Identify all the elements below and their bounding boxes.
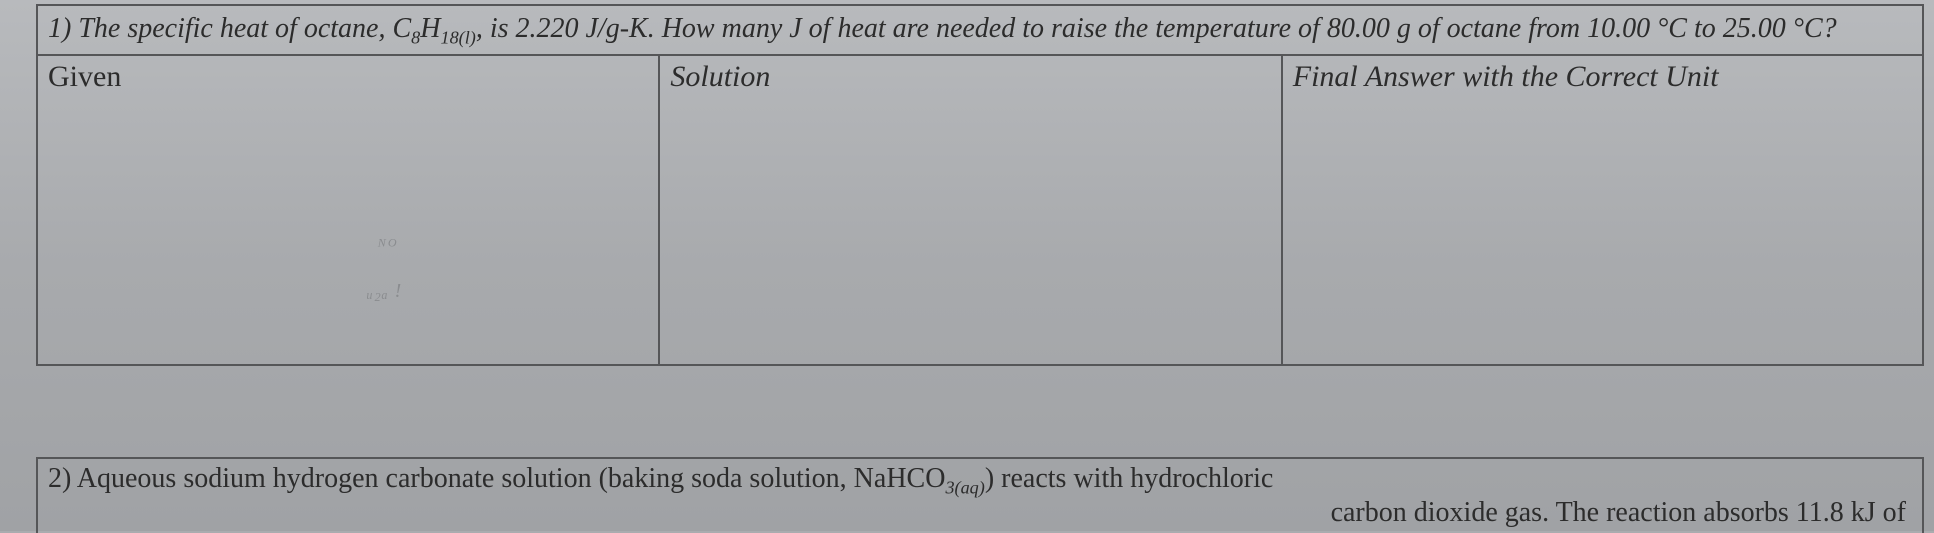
q1-text-part1: 1) The specific heat of octane, C — [48, 13, 411, 44]
q2-text-part1: 2) Aqueous sodium hydrogen carbonate sol… — [48, 463, 945, 494]
given-label: Given — [48, 60, 121, 93]
q1-sub-8: 8 — [411, 28, 420, 48]
question-1-table: 1) The specific heat of octane, C8H18(l)… — [36, 4, 1924, 366]
q1-sub-18l: 18(l) — [440, 28, 475, 48]
question-1-prompt-row: 1) The specific heat of octane, C8H18(l)… — [37, 5, 1923, 55]
final-answer-label: Final Answer with the Correct Unit — [1293, 60, 1719, 93]
q2-text-part2: ) reacts with hydrochloric — [985, 463, 1273, 494]
scan-noise: ᴺᴼ — [377, 235, 398, 258]
scanned-page: 1) The specific heat of octane, C8H18(l)… — [0, 0, 1934, 531]
question-2-prompt: 2) Aqueous sodium hydrogen carbonate sol… — [37, 458, 1923, 533]
given-cell: Given ᴺᴼ ᵤ₂ₐ ! — [37, 55, 659, 365]
q2-line2-fragment: carbon dioxide gas. The reaction absorbs… — [48, 497, 1912, 529]
question-2-prompt-row: 2) Aqueous sodium hydrogen carbonate sol… — [37, 458, 1923, 533]
q1-text-part2: H — [420, 13, 440, 44]
solution-label: Solution — [670, 60, 770, 93]
q2-sub-3aq: 3(aq) — [945, 478, 984, 498]
solution-cell: Solution — [659, 55, 1281, 365]
q1-text-part3: , is 2.220 J/g-K. How many J of heat are… — [476, 13, 1837, 44]
scan-noise: ᵤ₂ₐ ! — [367, 280, 402, 303]
question-1-header-row: Given ᴺᴼ ᵤ₂ₐ ! Solution Final Answer wit… — [37, 55, 1923, 365]
question-1-prompt: 1) The specific heat of octane, C8H18(l)… — [37, 5, 1923, 55]
question-2-table: 2) Aqueous sodium hydrogen carbonate sol… — [36, 457, 1924, 533]
final-answer-cell: Final Answer with the Correct Unit — [1282, 55, 1923, 365]
